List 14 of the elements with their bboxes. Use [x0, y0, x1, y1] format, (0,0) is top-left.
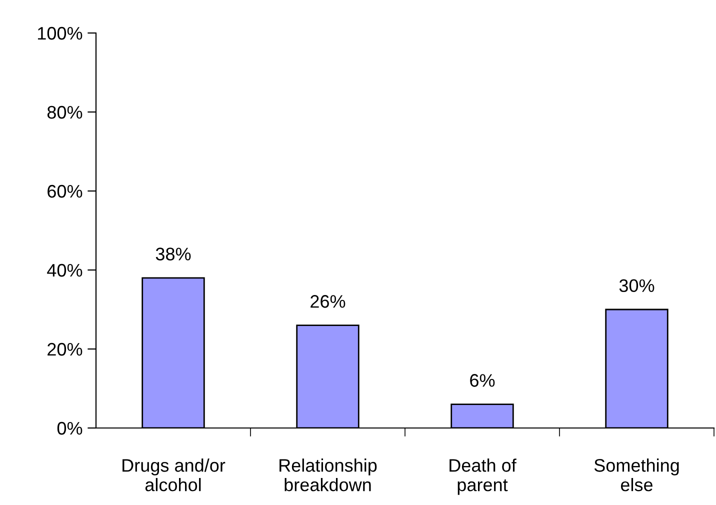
data-label: 6%	[470, 374, 495, 387]
y-tick-label: 80%	[47, 106, 82, 119]
y-tick-label: 40%	[47, 264, 82, 277]
data-label: 30%	[619, 279, 654, 292]
data-label: 38%	[156, 248, 191, 260]
x-tick-label: Drugs and/or alcohol	[122, 458, 226, 492]
y-tick-label: 20%	[48, 342, 82, 356]
data-label: 26%	[310, 295, 346, 308]
x-tick-label: Relationship breakdown	[280, 458, 377, 492]
x-tick-label: Death of parent	[450, 458, 516, 495]
x-tick-label: Something else	[594, 458, 679, 492]
y-tick-label: 100%	[38, 26, 82, 40]
y-tick-label: 60%	[48, 184, 82, 198]
y-tick-label: 0%	[57, 422, 82, 435]
